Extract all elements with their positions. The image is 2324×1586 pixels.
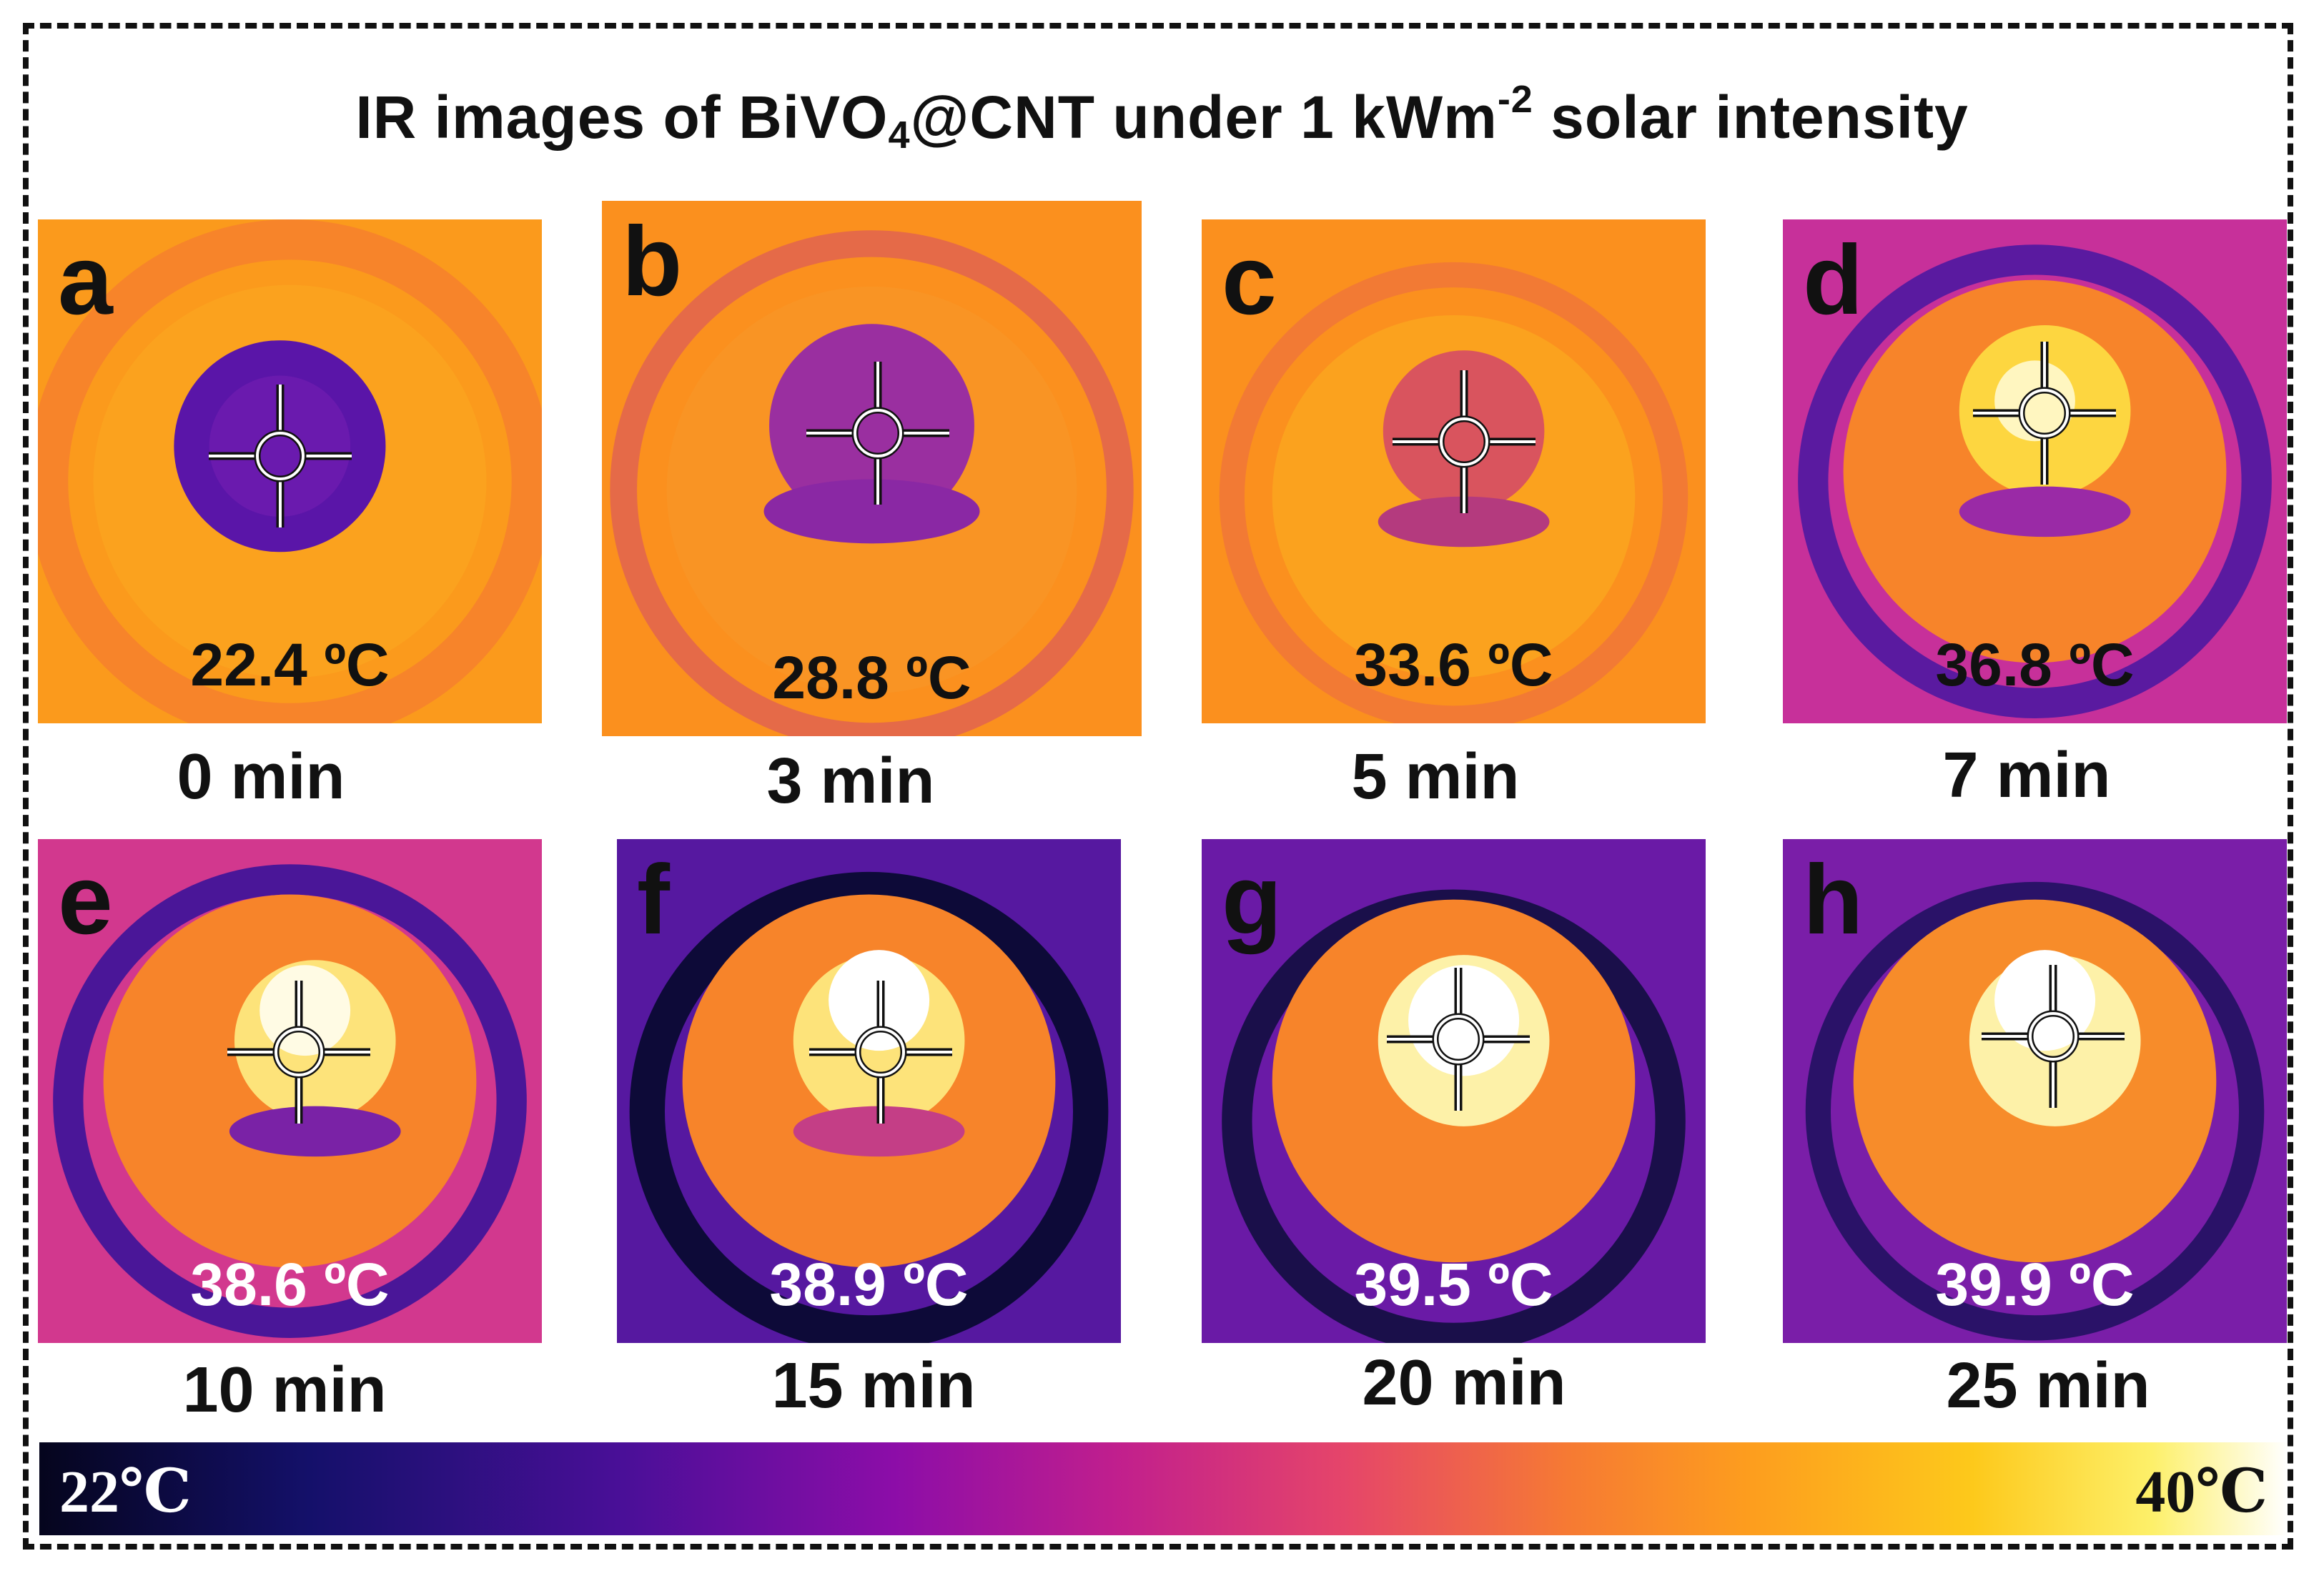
temperature-reading: 22.4 ºC — [190, 631, 390, 698]
panel-letter: c — [1222, 225, 1277, 335]
crosshair-marker-h — [1982, 965, 2125, 1108]
time-label: 15 min — [771, 1350, 976, 1422]
panel-letter: f — [637, 845, 670, 955]
temperature-reading: 38.6 ºC — [190, 1251, 390, 1318]
ir-panel-a: a 22.4 ºC — [38, 219, 542, 723]
ir-panel-f: f 38.9 ºC — [617, 839, 1121, 1343]
panel-letter: a — [58, 225, 113, 335]
panel-letter: e — [58, 845, 113, 955]
temperature-reading: 39.9 ºC — [1935, 1251, 2135, 1318]
ir-panel-g: g 39.5 ºC — [1202, 839, 1706, 1343]
panel-letter: h — [1803, 845, 1864, 955]
crosshair-marker-b — [806, 362, 949, 505]
thermal-image-g — [1202, 839, 1706, 1343]
crosshair-marker-a — [209, 385, 352, 527]
temperature-reading: 38.9 ºC — [769, 1251, 969, 1318]
temperature-reading: 33.6 ºC — [1354, 631, 1553, 698]
thermal-image-h — [1783, 839, 2287, 1343]
thermal-image-a — [38, 219, 542, 723]
crosshair-marker-d — [1973, 342, 2116, 485]
ir-panel-c: c 33.6 ºC — [1202, 219, 1706, 723]
scale-max-label: 40℃ — [2135, 1459, 2268, 1525]
crosshair-marker-e — [227, 981, 370, 1124]
ir-panel-h: h 39.9 ºC — [1783, 839, 2287, 1343]
time-label: 0 min — [177, 741, 345, 813]
time-label: 3 min — [766, 745, 935, 817]
temperature-reading: 36.8 ºC — [1935, 631, 2135, 698]
thermal-image-b — [602, 201, 1142, 736]
time-label: 25 min — [1946, 1350, 2150, 1422]
crosshair-marker-g — [1387, 968, 1530, 1111]
ir-panel-b: b 28.8 ºC — [602, 201, 1142, 736]
scale-min-label: 22℃ — [59, 1459, 192, 1525]
time-label: 7 min — [1942, 740, 2111, 811]
time-label: 5 min — [1351, 741, 1520, 813]
panel-letter: b — [622, 207, 683, 317]
crosshair-marker-f — [809, 981, 952, 1124]
figure-border — [23, 23, 2293, 1550]
figure-title: IR images of BiVO4@CNT under 1 kWm-2 sol… — [355, 78, 1969, 157]
temperature-reading: 28.8 ºC — [772, 644, 971, 711]
time-label: 10 min — [182, 1354, 387, 1426]
panel-letter: g — [1222, 845, 1282, 955]
thermal-image-f — [617, 839, 1121, 1343]
time-label: 20 min — [1362, 1347, 1566, 1419]
temperature-reading: 39.5 ºC — [1354, 1251, 1553, 1318]
panel-letter: d — [1803, 225, 1864, 335]
crosshair-marker-c — [1393, 370, 1536, 513]
thermal-image-d — [1783, 219, 2287, 723]
thermal-image-e — [38, 839, 542, 1343]
ir-panel-e: e 38.6 ºC — [38, 839, 542, 1343]
thermal-image-c — [1202, 219, 1706, 723]
color-scale-bar: 22℃ 40℃ — [39, 1442, 2288, 1535]
ir-panel-d: d 36.8 ºC — [1783, 219, 2287, 723]
